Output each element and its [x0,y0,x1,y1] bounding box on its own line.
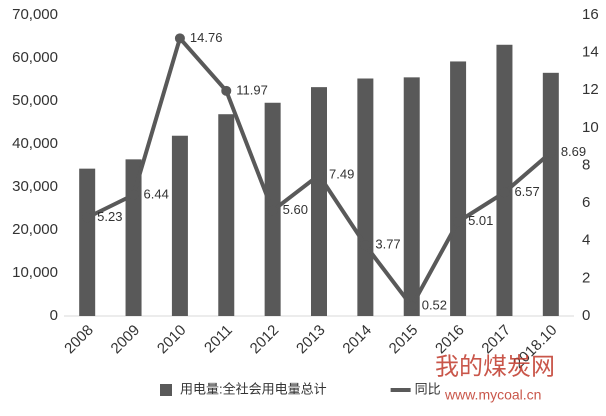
data-label: 0.52 [422,298,447,313]
line-marker [545,147,556,158]
line-marker [360,240,371,251]
bar [79,168,96,316]
y2-tick-label: 6 [582,194,590,211]
data-label: 5.60 [283,202,308,217]
line-marker [82,212,93,223]
line-marker [406,301,417,312]
y2-tick-label: 4 [582,232,590,249]
bar [496,44,513,317]
data-label: 6.57 [514,184,539,199]
y-tick-label: 60,000 [12,49,58,66]
y2-tick-label: 10 [582,119,599,136]
bar [311,87,327,316]
y-tick-label: 30,000 [12,178,58,195]
line-marker [221,85,232,96]
y2-tick-label: 8 [582,156,590,173]
bar [218,114,235,317]
line-marker [267,205,278,216]
line-marker [174,33,185,44]
y-tick-label: 20,000 [12,221,58,238]
y-tick-label: 70,000 [12,6,58,23]
data-label: 14.76 [190,30,223,45]
watermark-title: 我的煤炭网 [435,353,555,380]
bar [171,135,188,316]
legend-label: 同比 [415,381,441,396]
y2-tick-label: 2 [582,269,590,286]
y2-tick-label: 0 [582,307,590,324]
y2-tick-label: 14 [582,44,599,61]
legend-label: 用电量:全社会用电量总计 [180,381,327,396]
data-label: 5.23 [97,209,122,224]
y-tick-label: 10,000 [12,264,58,281]
bar [357,78,374,316]
data-label: 8.69 [561,144,586,159]
y2-tick-label: 16 [582,6,599,23]
y-tick-label: 50,000 [12,92,58,109]
line-marker [499,187,510,198]
line-marker [453,216,464,227]
bar [403,77,420,316]
legend-swatch [160,384,172,396]
bar [450,61,467,316]
data-label: 5.01 [468,213,493,228]
data-label: 11.97 [236,82,268,97]
y2-tick-label: 12 [582,81,599,98]
bar [542,72,559,316]
y-tick-label: 0 [50,307,58,324]
line-marker [314,170,324,181]
data-label: 3.77 [375,237,400,252]
line-marker [128,189,139,200]
watermark-url: www.mycoal.cn [444,387,541,403]
data-label: 7.49 [329,167,354,182]
data-label: 6.44 [144,186,169,201]
y-tick-label: 40,000 [12,135,58,152]
